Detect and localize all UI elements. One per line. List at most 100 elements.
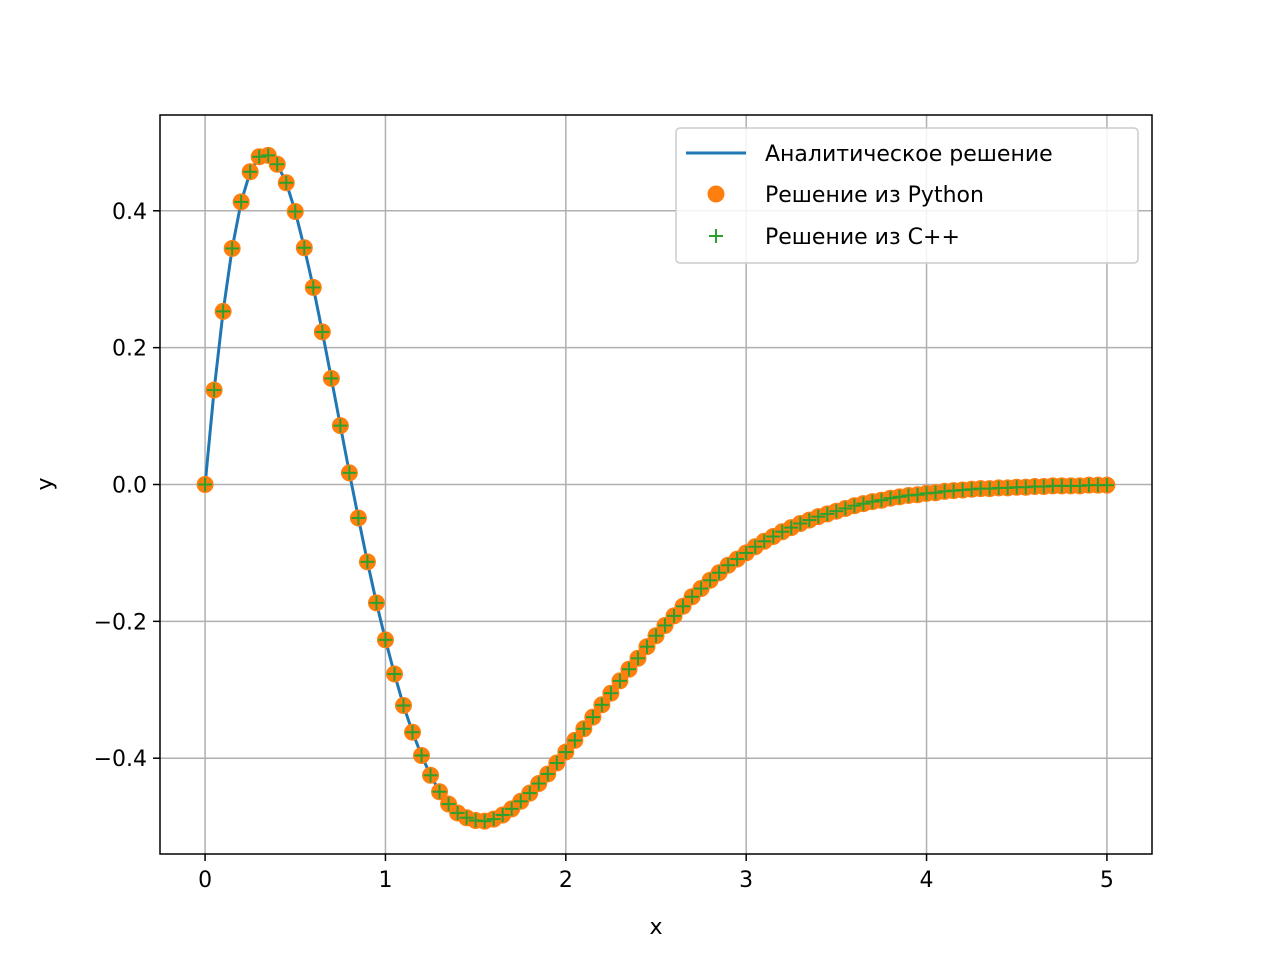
cpp-point [649,628,663,643]
legend: Аналитическое решение Решение из Python … [675,127,1139,264]
cpp-point [694,581,709,596]
cpp-point [883,491,898,506]
cpp-point [685,589,700,604]
cpp-point [396,698,411,713]
cpp-point [621,662,636,677]
x-tick-label: 5 [1100,868,1114,893]
cpp-point [928,485,943,500]
cpp-point [342,465,357,480]
cpp-point [522,786,537,801]
x-axis-label: x [649,915,662,940]
cpp-point [775,524,790,539]
y-axis-label: y [33,477,58,490]
cpp-point [432,784,447,799]
cpp-point [279,175,294,190]
legend-label-analytic: Аналитическое решение [765,142,1053,167]
plot-area [196,146,1116,830]
y-axis: −0.4 −0.2 0.0 0.2 0.4 [94,200,160,772]
cpp-point [874,493,889,508]
cpp-point [639,639,654,654]
cpp-point [748,539,763,554]
cpp-point [802,513,817,528]
cpp-point [630,651,645,666]
cpp-point [847,498,862,513]
cpp-point [504,801,519,816]
cpp-point [216,304,231,319]
cpp-point [910,487,925,502]
cpp-point [306,280,321,295]
cpp-point [766,529,781,544]
cpp-point [387,667,402,682]
cpp-point [558,745,573,760]
cpp-point [676,599,691,614]
cpp-point [892,489,907,504]
cpp-point [414,748,429,763]
legend-label-cpp: Решение из C++ [765,225,960,250]
cpp-point [450,805,465,820]
cpp-point [486,812,501,827]
cpp-point [829,504,844,519]
cpp-point [270,157,285,172]
cpp-point [315,324,330,339]
cpp-point [252,149,267,164]
x-tick-label: 3 [739,868,753,893]
y-tick-label: −0.2 [94,610,147,635]
legend-box [675,127,1139,264]
x-tick-label: 4 [920,868,934,893]
cpp-point [603,686,618,701]
cpp-point [495,807,510,822]
y-tick-label: 0.0 [112,474,147,499]
cpp-point [261,148,276,163]
cpp-point [225,241,240,256]
cpp-point [531,776,546,791]
cpp-point [838,501,853,516]
cpp-point [351,511,366,526]
cpp-point [513,794,528,809]
cpp-point [207,383,222,398]
cpp-point [721,558,736,573]
x-tick-label: 1 [378,868,392,893]
legend-plus-marker [709,229,723,243]
cpp-point [288,204,303,219]
cpp-point [739,545,754,560]
cpp-point [441,797,456,812]
cpp-point [793,516,808,531]
x-tick-label: 2 [559,868,573,893]
cpp-point [703,573,718,588]
cpp-point [667,608,682,623]
cpp-point [369,595,384,610]
y-tick-label: −0.4 [94,747,147,772]
x-axis: 0 1 2 3 4 5 [198,854,1114,893]
cpp-point [712,565,727,580]
cpp-point [585,710,600,725]
y-tick-label: 0.4 [112,200,147,225]
cpp-point [477,814,492,829]
cpp-point [730,552,745,567]
y-tick-label: 0.2 [112,337,147,362]
cpp-point [459,810,474,825]
cpp-point [324,371,339,386]
cpp-point [378,632,393,647]
cpp-point [865,494,880,509]
cpp-point [594,697,609,712]
cpp-point [576,721,591,736]
cpp-point [540,766,555,781]
cpp-point [820,506,835,521]
cpp-point [198,477,213,492]
cpp-point [757,534,772,549]
cpp-point [333,418,348,433]
cpp-point [658,618,673,633]
legend-label-python: Решение из Python [765,183,984,208]
legend-circle-marker [707,185,725,203]
cpp-point [423,768,438,783]
cpp-point [549,755,564,770]
cpp-point [360,554,375,569]
cpp-point [297,240,312,255]
cpp-point [567,733,582,748]
cpp-point [405,725,420,740]
cpp-point [1099,478,1114,493]
cpp-point [243,164,258,179]
cpp-point [612,673,627,688]
cpp-point [811,509,826,524]
